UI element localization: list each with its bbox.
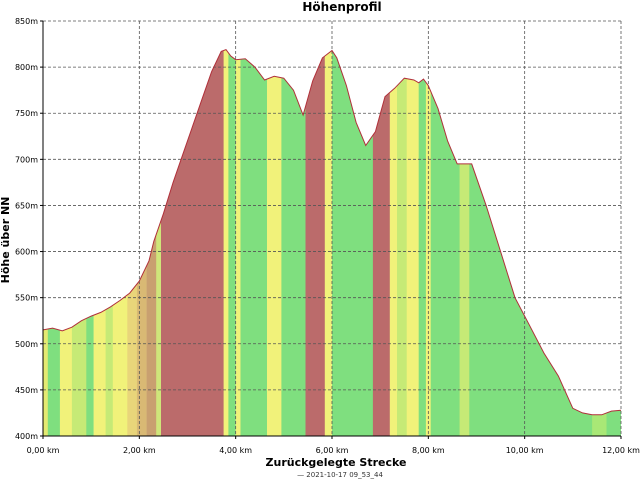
y-tick-label: 800m [15, 63, 38, 72]
x-tick-label: 2,00 km [123, 446, 156, 455]
gradient-band-30 [469, 49, 593, 436]
gradient-band-24 [397, 49, 407, 436]
gradient-band-9 [136, 49, 147, 436]
y-tick-label: 450m [15, 386, 38, 395]
gradient-band-16 [240, 49, 268, 436]
gradient-band-21 [332, 49, 374, 436]
gradient-band-18 [281, 49, 306, 436]
gradient-band-28 [430, 49, 460, 436]
y-tick-label: 700m [15, 155, 38, 164]
gradient-band-15 [235, 49, 241, 436]
gradient-band-10 [146, 49, 157, 436]
elevation-line [42, 49, 622, 416]
gradient-band-6 [105, 49, 114, 436]
y-tick-label: 500m [15, 340, 38, 349]
gradient-band-5 [93, 49, 106, 436]
y-tick-label: 550m [15, 294, 38, 303]
gradient-band-26 [418, 49, 427, 436]
gradient-band-14 [228, 49, 236, 436]
gradient-band-0 [43, 49, 49, 436]
y-tick-label: 400m [15, 432, 38, 441]
gradient-band-25 [406, 49, 420, 436]
x-tick-label: 12,00 km [602, 446, 640, 455]
x-tick-label: 4,00 km [219, 446, 252, 455]
gradient-band-8 [127, 49, 138, 436]
gradient-band-12 [161, 49, 224, 436]
x-tick-label: 8,00 km [412, 446, 445, 455]
gradient-band-19 [305, 49, 326, 436]
x-axis-title: Zurückgelegte Strecke [266, 456, 407, 469]
y-axis-title: Höhe über NN [0, 197, 12, 284]
chart-caption: — 2021-10-17 09_53_44 [297, 471, 383, 479]
y-tick-label: 600m [15, 248, 38, 257]
gradient-band-1 [47, 49, 61, 436]
gradient-band-29 [459, 49, 470, 436]
y-tick-label: 650m [15, 201, 38, 210]
x-tick-label: 6,00 km [316, 446, 349, 455]
gradient-band-11 [156, 49, 162, 436]
gradient-band-17 [267, 49, 282, 436]
gradient-band-13 [223, 49, 229, 436]
y-tick-label: 750m [15, 109, 38, 118]
axes [40, 20, 622, 439]
x-tick-label: 10,00 km [506, 446, 544, 455]
gradient-band-32 [606, 49, 621, 436]
gradient-band-22 [372, 49, 391, 436]
gradient-band-2 [59, 49, 73, 436]
chart-title: Höhenprofil [302, 0, 381, 14]
grid-lines [43, 20, 622, 436]
gradient-band-31 [592, 49, 607, 436]
tick-labels: 0,00 km 2,00 km 4,00 km 6,00 km 8,00 km 10,00… [15, 17, 640, 455]
gradient-band-3 [71, 49, 87, 436]
gradient-band-20 [324, 49, 333, 436]
gradient-band-23 [389, 49, 398, 436]
gradient-band-4 [86, 49, 94, 436]
x-tick-label: 0,00 km [27, 446, 60, 455]
y-tick-label: 850m [15, 17, 38, 26]
gradient-band-7 [112, 49, 128, 436]
